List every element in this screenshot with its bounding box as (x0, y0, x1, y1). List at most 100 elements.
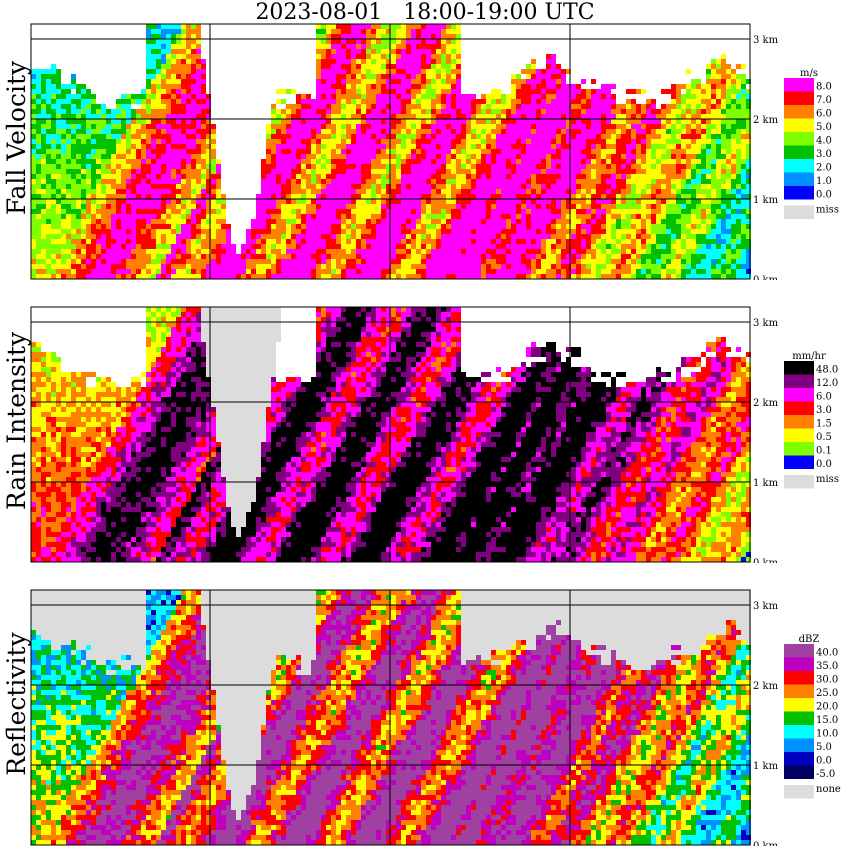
heatmap-cell (256, 259, 261, 264)
heatmap-cell (246, 189, 251, 194)
heatmap-cell (441, 44, 446, 49)
heatmap-cell (476, 219, 481, 224)
heatmap-cell (426, 114, 431, 119)
heatmap-cell (146, 244, 151, 249)
heatmap-cell (221, 264, 226, 269)
heatmap-cell (211, 274, 216, 279)
heatmap-cell (51, 219, 56, 224)
heatmap-cell (406, 69, 411, 74)
heatmap-cell (141, 194, 146, 199)
heatmap-cell (91, 189, 96, 194)
heatmap-cell (186, 124, 191, 129)
heatmap-cell (56, 169, 61, 174)
heatmap-cell (446, 154, 451, 159)
heatmap-cell (136, 174, 141, 179)
heatmap-cell (246, 274, 251, 279)
heatmap-cell (386, 149, 391, 154)
heatmap-cell (251, 164, 256, 169)
heatmap-cell (426, 104, 431, 109)
heatmap-cell (451, 29, 456, 34)
heatmap-cell (366, 179, 371, 184)
heatmap-cell (191, 184, 196, 189)
heatmap-cell (146, 179, 151, 184)
heatmap-cell (166, 99, 171, 104)
heatmap-cell (316, 104, 321, 109)
heatmap-cell (91, 209, 96, 214)
heatmap-cell (331, 249, 336, 254)
heatmap-cell (266, 119, 271, 124)
heatmap-cell (151, 129, 156, 134)
heatmap-cell (206, 124, 211, 129)
heatmap-cell (271, 129, 276, 134)
heatmap-cell (416, 99, 421, 104)
heatmap-cell (311, 74, 316, 79)
heatmap-cell (171, 74, 176, 79)
heatmap-cell (81, 239, 86, 244)
heatmap-cell (286, 119, 291, 124)
heatmap-cell (266, 44, 271, 49)
heatmap-cell (191, 259, 196, 264)
heatmap-cell (406, 54, 411, 59)
heatmap-cell (71, 149, 76, 154)
heatmap-cell (131, 219, 136, 224)
heatmap-cell (306, 99, 311, 104)
heatmap-cell (31, 254, 36, 259)
heatmap-cell (151, 149, 156, 154)
heatmap-cell (411, 169, 416, 174)
heatmap-cell (476, 84, 481, 89)
heatmap-cell (96, 199, 101, 204)
heatmap-cell (476, 94, 481, 99)
heatmap-cell (491, 84, 496, 89)
heatmap-cell (516, 64, 521, 69)
heatmap-cell (286, 209, 291, 214)
heatmap-cell (86, 119, 91, 124)
heatmap-cell (266, 234, 271, 239)
heatmap-cell (81, 264, 86, 269)
heatmap-cell (311, 94, 316, 99)
heatmap-cell (126, 214, 131, 219)
heatmap-cell (186, 159, 191, 164)
heatmap-cell (166, 159, 171, 164)
heatmap-cell (371, 264, 376, 269)
heatmap-cell (151, 109, 156, 114)
heatmap-cell (281, 254, 286, 259)
heatmap-cell (176, 194, 181, 199)
heatmap-cell (301, 89, 306, 94)
heatmap-cell (236, 74, 241, 79)
heatmap-cell (256, 94, 261, 99)
heatmap-cell (246, 144, 251, 149)
heatmap-cell (101, 49, 106, 54)
heatmap-cell (276, 129, 281, 134)
heatmap-cell (101, 64, 106, 69)
heatmap-cell (496, 154, 501, 159)
heatmap-cell (441, 164, 446, 169)
heatmap-cell (281, 259, 286, 264)
heatmap-cell (391, 164, 396, 169)
heatmap-cell (356, 94, 361, 99)
heatmap-cell (201, 44, 206, 49)
heatmap-cell (111, 239, 116, 244)
heatmap-cell (466, 159, 471, 164)
heatmap-cell (301, 264, 306, 269)
heatmap-cell (376, 24, 381, 29)
heatmap-cell (491, 149, 496, 154)
heatmap-cell (401, 264, 406, 269)
heatmap-cell (321, 199, 326, 204)
heatmap-cell (141, 54, 146, 59)
heatmap-cell (96, 84, 101, 89)
heatmap-cell (61, 84, 66, 89)
heatmap-cell (451, 239, 456, 244)
heatmap-cell (486, 84, 491, 89)
heatmap-cell (216, 29, 221, 34)
heatmap-cell (241, 209, 246, 214)
heatmap-cell (236, 69, 241, 74)
heatmap-cell (251, 244, 256, 249)
heatmap-cell (476, 179, 481, 184)
heatmap-cell (41, 264, 46, 269)
heatmap-cell (216, 54, 221, 59)
heatmap-cell (461, 124, 466, 129)
heatmap-cell (41, 114, 46, 119)
heatmap-cell (451, 159, 456, 164)
heatmap-cell (396, 104, 401, 109)
heatmap-cell (496, 114, 501, 119)
